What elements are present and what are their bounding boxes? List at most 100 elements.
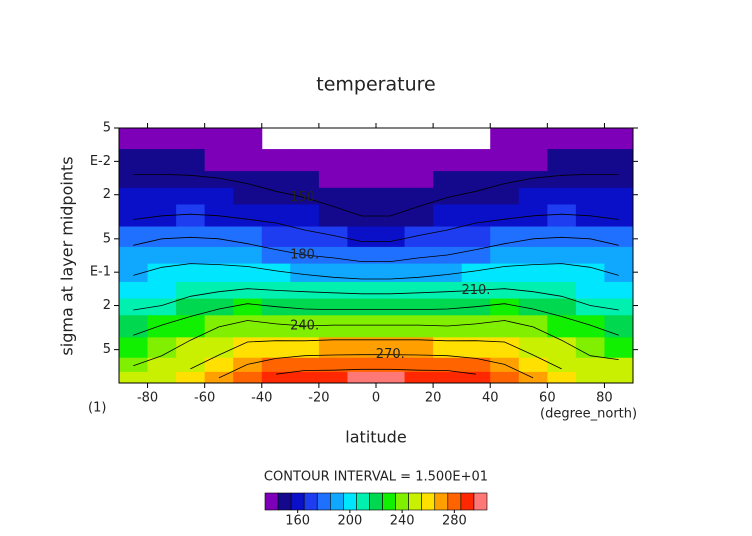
- temperature-cell: [347, 315, 377, 338]
- temperature-cell: [433, 371, 463, 384]
- colorbar-box: [277, 492, 292, 511]
- temperature-cell: [176, 171, 206, 189]
- temperature-cell: [547, 298, 577, 316]
- temperature-cell: [290, 187, 320, 205]
- temperature-cell: [176, 298, 206, 316]
- temperature-cell: [119, 357, 149, 373]
- colorbar-tick-label: 240: [390, 514, 415, 529]
- x-tick-label: 20: [425, 391, 442, 406]
- temperature-cell: [376, 298, 406, 316]
- temperature-cell: [433, 246, 463, 265]
- temperature-cell: [575, 246, 605, 265]
- temperature-cell: [518, 298, 548, 316]
- temperature-cell: [575, 315, 605, 338]
- y-tick-label: E-1: [90, 265, 111, 280]
- temperature-cell: [147, 357, 177, 373]
- temperature-cell: [404, 298, 434, 316]
- temperature-cell: [347, 371, 377, 384]
- temperature-cell: [290, 171, 320, 189]
- temperature-cell: [376, 246, 406, 265]
- x-axis-label: latitude: [345, 428, 406, 447]
- temperature-cell: [604, 281, 634, 300]
- temperature-cell: [604, 357, 634, 373]
- temperature-cell: [490, 263, 520, 283]
- temperature-cell: [518, 371, 548, 384]
- y-tick-label: 5: [103, 342, 111, 357]
- temperature-cell: [204, 337, 234, 359]
- temperature-cell: [433, 204, 463, 228]
- colorbar-box: [395, 492, 409, 511]
- temperature-cell: [261, 263, 291, 283]
- temperature-cell: [490, 281, 520, 300]
- temperature-cell: [461, 226, 491, 248]
- temperature-cell: [376, 171, 406, 189]
- temperature-cell: [290, 149, 320, 172]
- temperature-cell: [604, 371, 634, 384]
- temperature-cell: [233, 315, 263, 338]
- x-tick-label: 60: [539, 391, 556, 406]
- contour-line: [133, 263, 619, 280]
- temperature-cell: [261, 204, 291, 228]
- temperature-cell: [261, 315, 291, 338]
- contour-label: 180.: [290, 248, 319, 263]
- temperature-cell: [604, 263, 634, 283]
- temperature-cell: [433, 315, 463, 338]
- temperature-cell: [147, 246, 177, 265]
- temperature-cell: [604, 226, 634, 248]
- temperature-cell: [490, 371, 520, 384]
- temperature-cell: [318, 298, 348, 316]
- temperature-cell: [119, 149, 149, 172]
- temperature-cell: [547, 187, 577, 205]
- temperature-cell: [347, 281, 377, 300]
- temperature-cell: [461, 187, 491, 205]
- contour-line: [276, 368, 476, 375]
- contour-line: [133, 320, 619, 367]
- temperature-cell: [547, 149, 577, 172]
- temperature-cell: [290, 315, 320, 338]
- y-tick-label: 5: [103, 121, 111, 136]
- temperature-cell: [318, 226, 348, 248]
- temperature-cell: [376, 263, 406, 283]
- temperature-cell: [176, 263, 206, 283]
- contour-line: [133, 288, 619, 311]
- temperature-cell: [461, 371, 491, 384]
- temperature-cell: [518, 357, 548, 373]
- temperature-cell: [318, 204, 348, 228]
- temperature-cell: [461, 298, 491, 316]
- temperature-cell: [575, 187, 605, 205]
- temperature-cell: [233, 263, 263, 283]
- temperature-cell: [347, 263, 377, 283]
- temperature-cell: [176, 315, 206, 338]
- contour-line: [133, 236, 619, 262]
- temperature-cell: [575, 263, 605, 283]
- temperature-cell: [547, 337, 577, 359]
- x-tick-label: -60: [194, 391, 215, 406]
- temperature-cell: [404, 371, 434, 384]
- temperature-cell: [518, 246, 548, 265]
- temperature-cell: [347, 298, 377, 316]
- temperature-cell: [261, 187, 291, 205]
- temperature-cell: [290, 337, 320, 359]
- temperature-cell: [176, 357, 206, 373]
- x-tick-label: -80: [137, 391, 158, 406]
- temperature-cell: [604, 171, 634, 189]
- temperature-cell: [404, 171, 434, 189]
- temperature-cell: [433, 281, 463, 300]
- temperature-cell: [119, 128, 149, 150]
- temperature-cell: [547, 246, 577, 265]
- colorbar-box: [408, 492, 423, 511]
- colorbar-box: [264, 492, 279, 511]
- temperature-cell: [547, 357, 577, 373]
- temperature-cell: [376, 281, 406, 300]
- temperature-cell: [518, 187, 548, 205]
- temperature-cell: [490, 226, 520, 248]
- temperature-cell: [119, 281, 149, 300]
- temperature-cell: [119, 226, 149, 248]
- temperature-cell: [604, 337, 634, 359]
- x-tick-label: 80: [596, 391, 613, 406]
- temperature-cell: [147, 263, 177, 283]
- temperature-cell: [290, 204, 320, 228]
- temperature-cell: [233, 171, 263, 189]
- temperature-cell: [290, 281, 320, 300]
- temperature-cell: [119, 263, 149, 283]
